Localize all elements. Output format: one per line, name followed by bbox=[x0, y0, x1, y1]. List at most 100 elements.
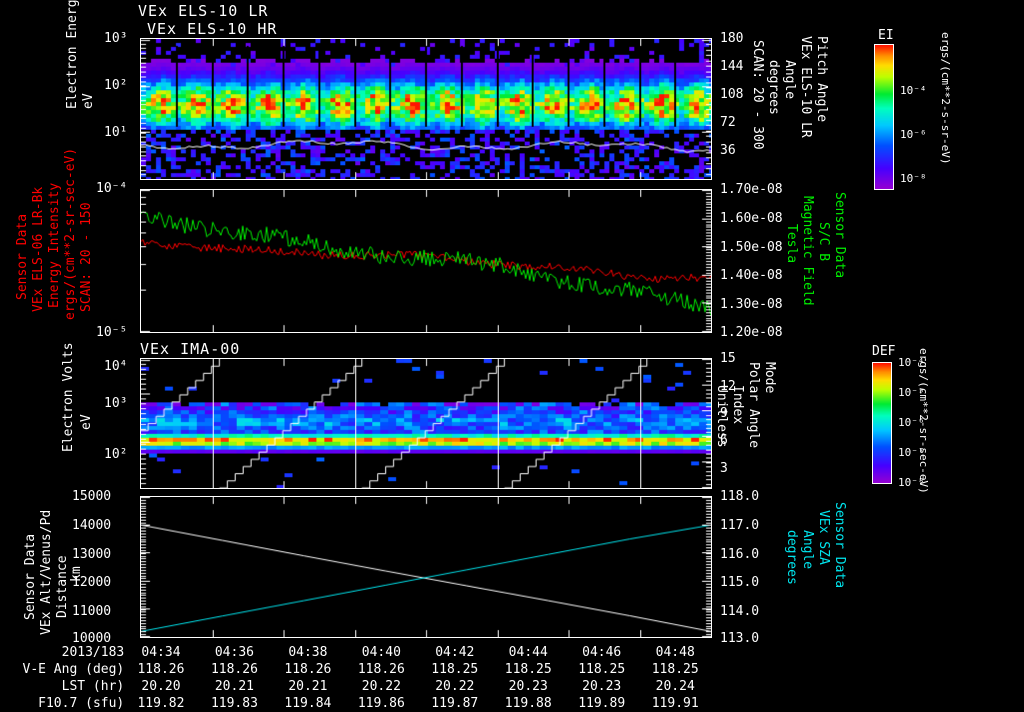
panel1-title-hr: VEx ELS-10 HR bbox=[147, 20, 278, 38]
panel1-colorbar-tick-0: 10⁻⁴ bbox=[900, 84, 927, 97]
panel2-left-label-5: SCAN: 20 - 150 bbox=[79, 202, 94, 312]
panel2-line-canvas bbox=[141, 190, 711, 332]
panel4-line-canvas bbox=[141, 497, 711, 637]
panel4-right-ytick-5: 113.0 bbox=[720, 631, 760, 646]
panel1-colorbar-title: EI bbox=[878, 28, 894, 43]
footer-cell: 04:36 bbox=[214, 645, 254, 660]
footer-cell: 20.24 bbox=[655, 679, 695, 694]
panel3-ytick-0: 10⁴ bbox=[104, 359, 128, 374]
panel3-title: VEx IMA-00 bbox=[140, 340, 241, 358]
panel1-yunits: eV bbox=[81, 93, 96, 109]
panel1-ytick-0: 10³ bbox=[104, 31, 128, 46]
panel2-right-ytick-2: 1.50e-08 bbox=[720, 240, 783, 255]
panel4-right-ytick-0: 118.0 bbox=[720, 489, 760, 504]
panel1-spectrogram-canvas bbox=[141, 39, 711, 179]
panel3-ytick-2: 10² bbox=[104, 447, 128, 462]
panel1-colorbar-tick-1: 10⁻⁶ bbox=[900, 128, 927, 141]
panel3-right-ytick-3: 6 bbox=[720, 433, 728, 448]
footer-cell: 20.22 bbox=[361, 679, 401, 694]
footer-cell: 04:46 bbox=[582, 645, 622, 660]
footer-cell: 118.25 bbox=[504, 662, 552, 677]
panel4-left-label-2: VEx Alt/Venus/Pd bbox=[39, 509, 54, 635]
panel2-right-ytick-0: 1.70e-08 bbox=[720, 182, 783, 197]
panel1-ylabel: Electron Energy bbox=[65, 0, 80, 109]
panel4-left-label-4: km bbox=[69, 566, 84, 582]
panel2-plot-area[interactable] bbox=[140, 189, 712, 333]
footer-cell: 118.26 bbox=[210, 662, 258, 677]
panel4-ytick-0: 15000 bbox=[72, 489, 112, 504]
panel1-colorbar bbox=[874, 44, 894, 190]
panel4-right-ytick-1: 117.0 bbox=[720, 518, 760, 533]
panel3-right-ytick-1: 12 bbox=[720, 379, 736, 394]
panel3-colorbar-units: ergs/(cm**2-sr-sec-eV) bbox=[917, 348, 930, 494]
panel4-plot-area[interactable] bbox=[140, 496, 712, 638]
footer-cell: 20.21 bbox=[214, 679, 254, 694]
panel3-yunits: eV bbox=[79, 414, 94, 430]
panel3-right-ytick-0: 15 bbox=[720, 351, 736, 366]
footer-cell: 20.23 bbox=[508, 679, 548, 694]
panel4-ytick-4: 11000 bbox=[72, 604, 112, 619]
panel3-colorbar-tick-1: 10⁻⁵ bbox=[898, 386, 925, 399]
panel1-title-lr: VEx ELS-10 LR bbox=[138, 2, 269, 20]
panel1-plot-area[interactable] bbox=[140, 38, 712, 180]
panel3-colorbar-tick-4: 10⁻⁸ bbox=[898, 476, 925, 489]
footer-cell: 118.25 bbox=[578, 662, 626, 677]
panel2-right-label-4: Tesla bbox=[784, 224, 799, 264]
footer-row-label: V-E Ang (deg) bbox=[22, 662, 125, 677]
panel4-ytick-1: 14000 bbox=[72, 518, 112, 533]
footer-cell: 20.23 bbox=[582, 679, 622, 694]
panel3-ylabel: Electron Volts bbox=[61, 342, 76, 452]
footer-cell: 20.21 bbox=[288, 679, 328, 694]
panel1-right-label-5: SCAN: 20 - 300 bbox=[750, 40, 765, 150]
panel2-ytick-1: 10⁻⁵ bbox=[96, 325, 128, 340]
footer-cell: 119.86 bbox=[357, 696, 405, 711]
footer-row: 2013/183 04:34 04:36 04:38 04:40 04:42 04:44 04… bbox=[0, 644, 712, 661]
footer-row-label: 2013/183 bbox=[61, 645, 125, 660]
panel3-right-label-2: Polar Angle bbox=[746, 362, 761, 449]
footer-row: V-E Ang (deg) 118.26 118.26 118.26 118.26 118… bbox=[0, 661, 712, 678]
panel2-left-label-1: Sensor Data bbox=[15, 213, 30, 300]
footer-cell: 119.87 bbox=[431, 696, 479, 711]
footer-table: 2013/183 04:34 04:36 04:38 04:40 04:42 04:44 04… bbox=[0, 644, 712, 712]
panel1-colorbar-units: ergs/(cm**2-s-sr-eV) bbox=[939, 32, 952, 165]
panel3-plot-area[interactable] bbox=[140, 358, 712, 489]
panel1-right-ytick-1: 144 bbox=[720, 59, 744, 74]
footer-cell: 04:42 bbox=[435, 645, 475, 660]
footer-cell: 04:40 bbox=[361, 645, 401, 660]
panel4-right-ytick-3: 115.0 bbox=[720, 575, 760, 590]
panel4-left-label-1: Sensor Data bbox=[23, 533, 38, 620]
panel4-right-ytick-2: 116.0 bbox=[720, 547, 760, 562]
footer-cell: 119.82 bbox=[137, 696, 185, 711]
panel4-ytick-2: 13000 bbox=[72, 547, 112, 562]
panel3-right-ytick-2: 9 bbox=[720, 406, 728, 421]
panel2-right-label-3: Magnetic Field bbox=[800, 196, 815, 306]
footer-row-label: F10.7 (sfu) bbox=[38, 696, 125, 711]
panel1-right-ytick-2: 108 bbox=[720, 87, 744, 102]
panel3-colorbar bbox=[872, 362, 892, 484]
panel1-right-ytick-3: 72 bbox=[720, 115, 736, 130]
panel3-spectrogram-canvas bbox=[141, 359, 711, 488]
footer-cell: 119.88 bbox=[504, 696, 552, 711]
footer-cell: 119.84 bbox=[284, 696, 332, 711]
panel2-right-ytick-1: 1.60e-08 bbox=[720, 211, 783, 226]
footer-cell: 118.26 bbox=[357, 662, 405, 677]
panel3-right-label-4: Unitless bbox=[714, 385, 729, 448]
panel4-right-label-4: degrees bbox=[784, 530, 799, 585]
panel2-left-label-4: ergs/(cm**2-sr-sec-eV) bbox=[63, 147, 78, 320]
panel3-right-ytick-4: 3 bbox=[720, 461, 728, 476]
footer-cell: 119.91 bbox=[651, 696, 699, 711]
footer-cell: 20.22 bbox=[435, 679, 475, 694]
panel4-ytick-5: 10000 bbox=[72, 631, 112, 646]
panel3-colorbar-tick-2: 10⁻⁶ bbox=[898, 416, 925, 429]
panel1-ytick-2: 10¹ bbox=[104, 125, 128, 140]
footer-cell: 04:34 bbox=[141, 645, 181, 660]
footer-cell: 04:38 bbox=[288, 645, 328, 660]
panel4-left-label-3: Distance bbox=[55, 555, 70, 618]
footer-cell: 119.89 bbox=[578, 696, 626, 711]
panel3-colorbar-tick-0: 10⁻⁴ bbox=[898, 356, 925, 369]
panel1-right-ytick-0: 180 bbox=[720, 31, 744, 46]
footer-row: F10.7 (sfu) 119.82 119.83 119.84 119.86 119.8… bbox=[0, 695, 712, 712]
footer-cell: 119.83 bbox=[210, 696, 258, 711]
footer-row: LST (hr) 20.20 20.21 20.21 20.22 20.22 20.23 20… bbox=[0, 678, 712, 695]
